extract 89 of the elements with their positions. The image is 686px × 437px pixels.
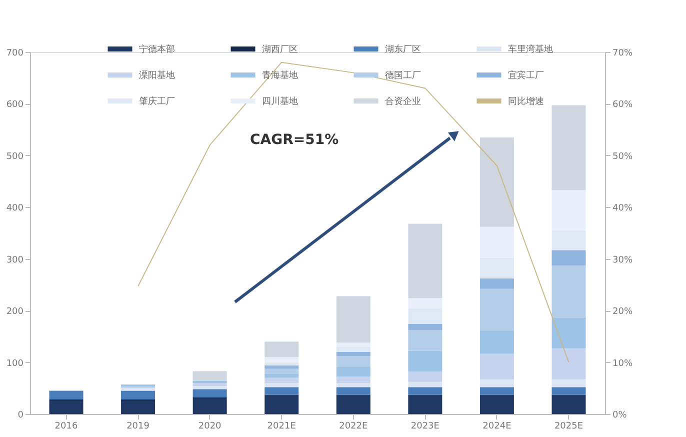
legend-label: 肇庆工厂 bbox=[139, 96, 175, 107]
x-tick-label: 2016 bbox=[54, 422, 78, 432]
bar bbox=[264, 368, 299, 374]
bar bbox=[49, 400, 84, 414]
bar bbox=[552, 348, 586, 380]
bar bbox=[480, 288, 514, 330]
legend-label: 湖西厂区 bbox=[262, 44, 298, 55]
bar bbox=[264, 342, 299, 358]
y2-tick-label: 30% bbox=[612, 255, 633, 266]
bar bbox=[264, 378, 299, 383]
y2-tick-label: 10% bbox=[612, 358, 633, 369]
bar bbox=[480, 396, 514, 414]
bar bbox=[264, 365, 299, 368]
bar bbox=[336, 366, 370, 377]
y2-tick-label: 20% bbox=[612, 307, 633, 318]
bar bbox=[408, 396, 442, 414]
bar bbox=[121, 400, 156, 414]
bar bbox=[264, 374, 299, 378]
y-tick-label: 700 bbox=[6, 48, 24, 58]
bar bbox=[408, 372, 442, 382]
bar bbox=[552, 379, 586, 388]
bar bbox=[264, 357, 299, 362]
legend-label: 宁德本部 bbox=[139, 44, 175, 55]
bar bbox=[336, 376, 370, 383]
bar bbox=[552, 387, 586, 395]
bar bbox=[552, 250, 586, 266]
bar bbox=[336, 396, 370, 414]
bar bbox=[192, 371, 227, 381]
bar bbox=[336, 382, 370, 388]
bar bbox=[121, 388, 156, 391]
bar bbox=[336, 356, 370, 366]
y-tick-label: 100 bbox=[6, 358, 24, 369]
bar bbox=[480, 353, 514, 380]
y-tick-label: 400 bbox=[6, 204, 24, 214]
bar bbox=[336, 387, 370, 395]
y2-tick-label: 60% bbox=[612, 100, 633, 110]
legend-label: 同比增速 bbox=[508, 96, 544, 107]
bar bbox=[49, 390, 84, 400]
bar bbox=[552, 266, 586, 318]
bar bbox=[480, 330, 514, 354]
legend-label: 合资企业 bbox=[385, 96, 421, 107]
bar bbox=[408, 350, 442, 372]
line-series bbox=[138, 62, 570, 363]
x-tick-label: 2019 bbox=[126, 422, 150, 432]
y-tick-label: 0 bbox=[18, 410, 24, 420]
legend-label: 宜宾工厂 bbox=[508, 70, 544, 81]
x-tick-label: 2022E bbox=[339, 422, 368, 432]
y-tick-label: 200 bbox=[6, 307, 24, 318]
x-tick-label: 2023E bbox=[410, 422, 440, 432]
bar bbox=[408, 387, 442, 395]
bar bbox=[408, 382, 442, 388]
bar bbox=[336, 296, 370, 343]
y2-tick-label: 40% bbox=[612, 204, 633, 214]
bar bbox=[336, 352, 370, 356]
legend-label: 溧阳基地 bbox=[139, 70, 175, 81]
bar bbox=[480, 137, 514, 227]
annotation: CAGR=51% bbox=[250, 132, 339, 148]
legend-label: 车里湾基地 bbox=[508, 44, 553, 55]
y2-tick-label: 70% bbox=[612, 48, 633, 58]
legend-label: 湖东厂区 bbox=[385, 44, 421, 55]
bar bbox=[192, 389, 227, 398]
y2-tick-label: 0% bbox=[612, 410, 628, 420]
bar bbox=[408, 330, 442, 351]
bar bbox=[264, 396, 299, 414]
x-tick-label: 2024E bbox=[482, 422, 512, 432]
bar bbox=[192, 386, 227, 390]
bar bbox=[264, 387, 299, 395]
bar bbox=[336, 346, 370, 352]
bar bbox=[121, 390, 156, 400]
bar bbox=[552, 396, 586, 414]
bar bbox=[552, 317, 586, 348]
x-tick-label: 2020 bbox=[198, 422, 222, 432]
bar bbox=[480, 379, 514, 388]
bar bbox=[552, 105, 586, 190]
bar bbox=[480, 387, 514, 395]
y-tick-label: 600 bbox=[6, 100, 24, 110]
legend-label: 四川基地 bbox=[262, 96, 298, 107]
bar bbox=[192, 398, 227, 414]
bar bbox=[408, 224, 442, 298]
legend-label: 德国工厂 bbox=[385, 70, 421, 81]
x-tick-label: 2025E bbox=[554, 422, 584, 432]
bar bbox=[192, 382, 227, 386]
y-tick-label: 500 bbox=[6, 152, 24, 162]
x-tick-label: 2021E bbox=[267, 422, 296, 432]
bar bbox=[480, 278, 514, 289]
bar bbox=[264, 382, 299, 388]
y2-tick-label: 50% bbox=[612, 152, 633, 162]
bar bbox=[408, 324, 442, 330]
y-tick-label: 300 bbox=[6, 255, 24, 266]
